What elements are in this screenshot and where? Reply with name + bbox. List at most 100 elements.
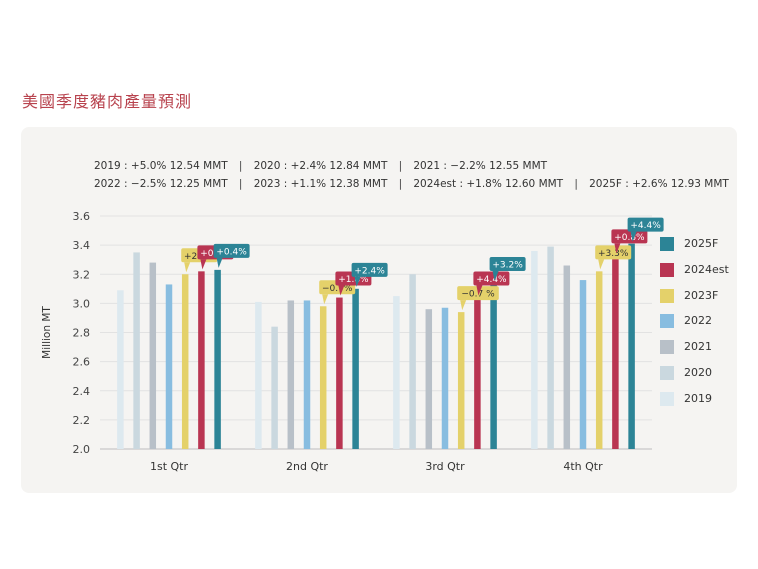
callout-pointer <box>476 285 483 296</box>
x-tick-label: 2nd Qtr <box>286 460 328 473</box>
callout-pointer <box>460 300 467 311</box>
data-label: +0.4% <box>216 247 247 257</box>
x-tick-label: 3rd Qtr <box>425 460 465 473</box>
page-title: 美國季度豬肉產量預測 <box>22 92 193 111</box>
summary-separator: | <box>238 160 243 172</box>
summary-separator: | <box>574 178 578 190</box>
bar <box>474 297 481 449</box>
bar <box>441 307 449 449</box>
legend-swatch <box>660 314 674 329</box>
callout-box <box>627 217 664 232</box>
summary-2023: 2023 : +1.1% 12.38 MMT <box>253 178 388 190</box>
bar <box>271 326 278 449</box>
legend-swatch <box>660 262 674 277</box>
callout-box <box>351 262 388 277</box>
data-label: +2.4% <box>354 266 385 276</box>
callout-pointer <box>200 259 207 270</box>
callout-box <box>489 256 526 271</box>
bar <box>336 297 343 449</box>
callout-pointer <box>216 257 223 268</box>
callout-pointer <box>492 270 499 281</box>
legend-label: 2024est <box>684 262 729 276</box>
legend-swatch <box>660 288 674 303</box>
summary-2025f: 2025F : +2.6% 12.93 MMT <box>589 178 729 190</box>
bar <box>425 309 433 449</box>
x-tick-label: 4th Qtr <box>563 460 603 473</box>
data-label: −0.7% <box>322 284 353 294</box>
y-tick-label: 2.6 <box>73 356 91 369</box>
legend-label: 2025F <box>684 237 719 250</box>
y-tick-label: 2.2 <box>73 414 91 427</box>
y-tick-label: 3.0 <box>73 297 91 310</box>
bar <box>255 301 262 449</box>
callout-pointer <box>614 243 621 254</box>
y-tick-label: 3.6 <box>73 210 91 223</box>
y-tick-label: 3.4 <box>73 239 91 252</box>
bar <box>490 282 497 449</box>
callout-pointer <box>184 262 191 273</box>
legend-swatch <box>660 237 674 251</box>
bar <box>117 290 124 449</box>
data-label: +4.4% <box>476 275 507 285</box>
y-tick-label: 3.2 <box>73 268 91 281</box>
callout-box <box>213 243 250 258</box>
summary-separator: | <box>398 178 403 190</box>
callout-box <box>611 229 648 244</box>
data-label: +3.3% <box>598 249 629 259</box>
legend-label: 2019 <box>684 391 712 405</box>
bar <box>303 300 311 449</box>
summary-row-2: 2022 : −2.5% 12.25 MMT | 2023 : +1.1% 12.3… <box>94 178 729 190</box>
bar <box>149 262 157 449</box>
legend-label: 2021 <box>684 340 712 354</box>
bar <box>165 284 173 449</box>
callout-pointer <box>630 231 637 242</box>
callout-box <box>595 245 632 260</box>
legend-label: 2022 <box>684 314 712 328</box>
summary-2020: 2020 : +2.4% 12.84 MMT <box>253 160 388 172</box>
bar <box>181 274 189 449</box>
data-label: +4.4% <box>630 221 661 231</box>
y-tick-label: 2.4 <box>73 385 91 398</box>
callout-box <box>473 271 510 286</box>
data-label: +0.8% <box>614 233 645 243</box>
bar <box>612 255 619 449</box>
bar <box>595 271 603 449</box>
bar <box>319 306 327 449</box>
bar <box>563 265 571 449</box>
y-tick-label: 2.0 <box>73 443 91 456</box>
callout-pointer <box>322 294 329 305</box>
summary-separator: | <box>398 160 403 172</box>
bar <box>352 288 359 449</box>
callout-pointer <box>338 285 345 296</box>
y-axis-label: Million MT <box>41 306 53 359</box>
summary-row-1: 2019 : +5.0% 12.54 MMT | 2020 : +2.4% 12.8… <box>94 160 547 172</box>
bar <box>628 243 635 449</box>
legend-swatch <box>660 365 674 380</box>
summary-separator: | <box>238 178 243 190</box>
summary-2024est: 2024est : +1.8% 12.60 MMT <box>413 178 564 190</box>
summary-2022: 2022 : −2.5% 12.25 MMT <box>94 178 228 190</box>
bar <box>214 269 221 449</box>
summary-2021: 2021 : −2.2% 12.55 MMT <box>413 160 548 172</box>
y-tick-label: 2.8 <box>73 327 91 340</box>
data-label: +3.2% <box>492 260 523 270</box>
bar <box>457 312 465 449</box>
bar <box>287 300 295 449</box>
x-tick-label: 1st Qtr <box>150 460 189 473</box>
legend-label: 2020 <box>684 365 712 379</box>
bar <box>547 246 554 449</box>
bar <box>579 280 587 449</box>
callout-pointer <box>598 259 605 270</box>
callout-pointer <box>354 276 361 287</box>
legend-swatch <box>660 340 674 355</box>
data-label: +1.8% <box>338 275 369 285</box>
bar <box>133 252 140 449</box>
bar <box>531 250 538 449</box>
bar <box>409 274 416 449</box>
legend-label: 2023F <box>684 288 719 302</box>
bar <box>198 271 205 449</box>
bar <box>393 296 400 449</box>
summary-2019: 2019 : +5.0% 12.54 MMT <box>94 160 228 172</box>
legend-swatch <box>660 391 674 406</box>
